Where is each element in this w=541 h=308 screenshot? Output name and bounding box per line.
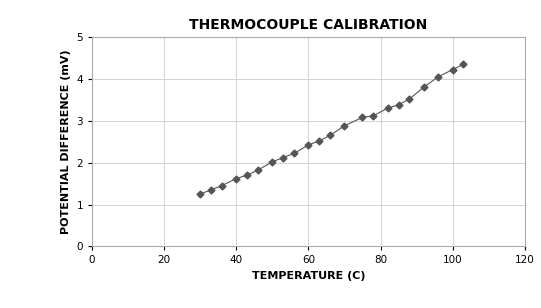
Y-axis label: POTENTIAL DIFFERENCE (mV): POTENTIAL DIFFERENCE (mV) — [61, 49, 71, 234]
Title: THERMOCOUPLE CALIBRATION: THERMOCOUPLE CALIBRATION — [189, 18, 427, 32]
X-axis label: TEMPERATURE (C): TEMPERATURE (C) — [252, 271, 365, 281]
